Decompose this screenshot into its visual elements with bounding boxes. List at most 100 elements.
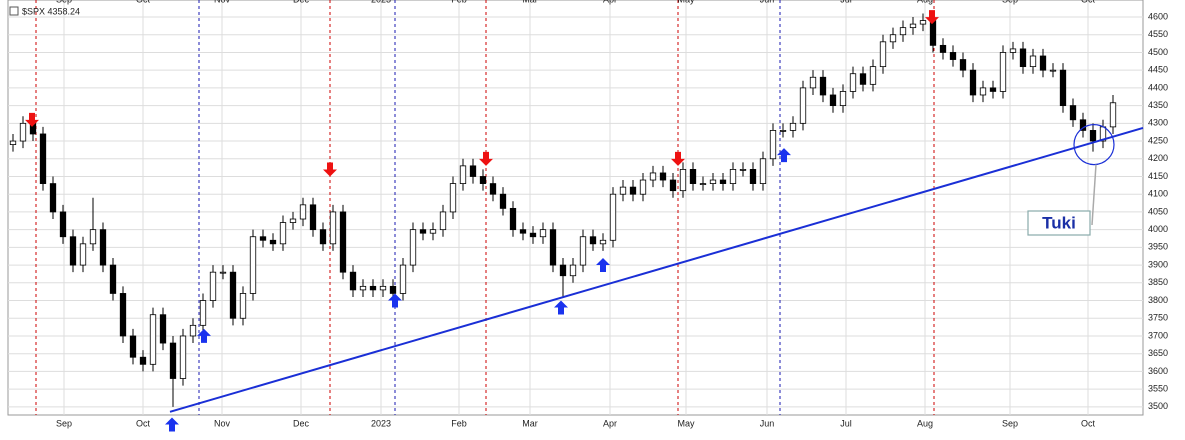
x-tick-label: Oct bbox=[136, 418, 151, 428]
candle-body bbox=[299, 204, 307, 220]
candle-body bbox=[909, 23, 917, 29]
candle-body bbox=[389, 285, 397, 294]
sell-arrow bbox=[925, 10, 939, 25]
candle-body bbox=[1069, 105, 1077, 121]
candle-body bbox=[419, 229, 427, 234]
y-tick-label: 4600 bbox=[1148, 11, 1168, 21]
y-tick-label: 4200 bbox=[1148, 153, 1168, 163]
x-tick-label: Aug bbox=[917, 418, 933, 428]
x-tick-label: Sep bbox=[56, 0, 72, 4]
y-tick-label: 3950 bbox=[1148, 242, 1168, 252]
candle-body bbox=[619, 186, 627, 195]
candle-body bbox=[239, 293, 247, 319]
candle-body bbox=[739, 169, 747, 171]
x-tick-label: Dec bbox=[293, 418, 310, 428]
buy-arrow bbox=[388, 293, 402, 308]
candle-body bbox=[979, 87, 987, 96]
y-tick-label: 3900 bbox=[1148, 259, 1168, 269]
x-tick-label: Mar bbox=[522, 0, 538, 4]
candle-body bbox=[439, 211, 447, 231]
icon bbox=[9, 6, 19, 16]
candle-body bbox=[929, 20, 937, 46]
candle-body bbox=[339, 211, 347, 273]
marks: Tuki bbox=[9, 10, 1144, 432]
y-tick-label: 3850 bbox=[1148, 277, 1168, 287]
y-tick-label: 4500 bbox=[1148, 47, 1168, 57]
annotation-text: Tuki bbox=[1042, 213, 1076, 232]
x-tick-label: Apr bbox=[603, 418, 617, 428]
candle-body bbox=[319, 229, 327, 245]
candle-body bbox=[129, 335, 137, 358]
x-tick-label: 2023 bbox=[371, 0, 391, 4]
candle-body bbox=[159, 314, 167, 344]
candle-body bbox=[289, 218, 297, 223]
annotation-leader bbox=[1091, 164, 1097, 226]
candle-body bbox=[769, 130, 777, 160]
candle-body bbox=[119, 293, 127, 337]
candle-body bbox=[99, 229, 107, 266]
plot-area bbox=[7, 0, 1144, 416]
candle-body bbox=[1019, 48, 1027, 68]
candle-body bbox=[269, 239, 277, 245]
candle-body bbox=[499, 193, 507, 209]
candle-body bbox=[169, 342, 177, 379]
candle-body bbox=[1029, 55, 1037, 68]
candle-body bbox=[899, 27, 907, 36]
candle-body bbox=[519, 229, 527, 234]
candle-body bbox=[809, 76, 817, 89]
candle-body bbox=[819, 76, 827, 96]
candle-body bbox=[569, 264, 577, 277]
candle-body bbox=[949, 52, 957, 60]
y-tick-label: 4450 bbox=[1148, 65, 1168, 75]
trendline bbox=[169, 126, 1144, 413]
candle-body bbox=[189, 324, 197, 337]
candle-body bbox=[969, 69, 977, 96]
y-tick-label: 3800 bbox=[1148, 295, 1168, 305]
candle-body bbox=[489, 183, 497, 195]
candle-body bbox=[449, 183, 457, 213]
candle-body bbox=[139, 356, 147, 365]
y-tick-label: 3600 bbox=[1148, 366, 1168, 376]
sell-arrow bbox=[25, 112, 39, 127]
candle-body bbox=[59, 211, 67, 238]
x-tick-label: Jul bbox=[840, 0, 852, 4]
candle-body bbox=[429, 229, 437, 234]
candle-body bbox=[759, 158, 767, 184]
y-tick-label: 3650 bbox=[1148, 348, 1168, 358]
x-tick-label: Oct bbox=[1081, 0, 1096, 4]
candle-body bbox=[749, 169, 757, 184]
candle-body bbox=[1049, 69, 1057, 72]
candle-body bbox=[559, 264, 567, 277]
candle-body bbox=[1039, 55, 1047, 71]
candle-body bbox=[529, 232, 537, 238]
buy-arrow bbox=[165, 417, 179, 432]
candle-body bbox=[179, 335, 187, 379]
candle-body bbox=[889, 34, 897, 43]
candle-body bbox=[689, 169, 697, 184]
y-tick-label: 4350 bbox=[1148, 100, 1168, 110]
candle-body bbox=[959, 59, 967, 71]
annotation-circle bbox=[1073, 123, 1115, 166]
candle-body bbox=[829, 94, 837, 107]
candle-body bbox=[669, 179, 677, 192]
x-tick-label: 2023 bbox=[371, 418, 391, 428]
y-tick-label: 4000 bbox=[1148, 224, 1168, 234]
candle-body bbox=[599, 239, 607, 245]
candle-body bbox=[329, 211, 337, 245]
x-tick-label: Oct bbox=[136, 0, 151, 4]
y-tick-label: 3500 bbox=[1148, 401, 1168, 411]
y-tick-label: 4250 bbox=[1148, 135, 1168, 145]
x-tick-label: Feb bbox=[451, 418, 467, 428]
x-tick-label: Feb bbox=[451, 0, 467, 4]
y-tick-label: 3550 bbox=[1148, 384, 1168, 394]
candle-body bbox=[679, 169, 687, 192]
buy-arrow bbox=[596, 258, 610, 273]
candle-body bbox=[729, 169, 737, 184]
candle-body bbox=[199, 300, 207, 326]
candle-body bbox=[79, 243, 87, 266]
candle-body bbox=[379, 285, 387, 291]
candle-body bbox=[719, 179, 727, 184]
sell-arrow bbox=[479, 151, 493, 166]
x-tick-label: Sep bbox=[1002, 0, 1018, 4]
